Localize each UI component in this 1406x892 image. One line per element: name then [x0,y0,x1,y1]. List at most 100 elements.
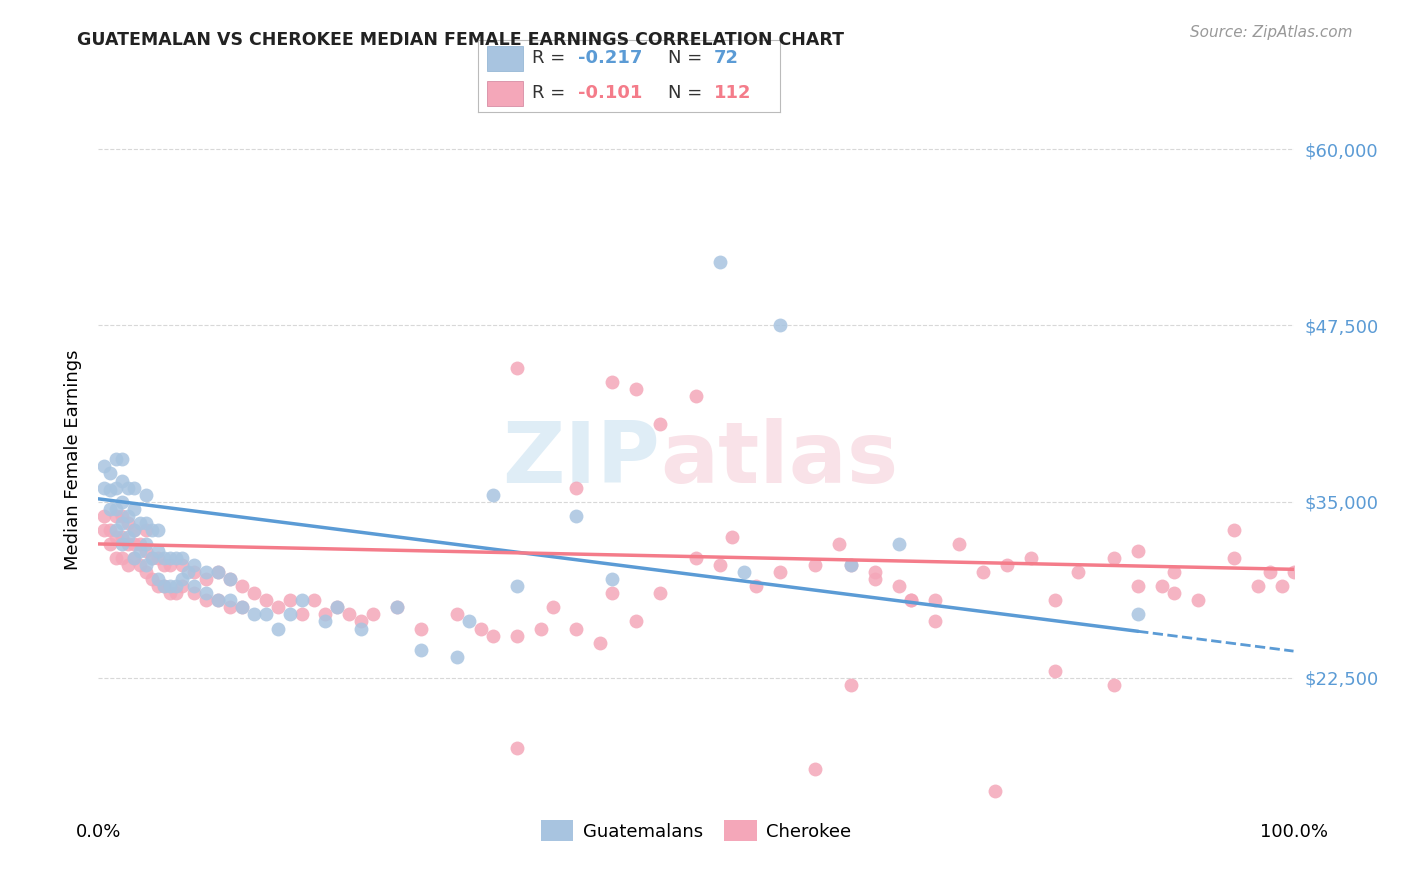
Point [111,508,134,523]
Point [278,607,301,622]
Point [135,558,157,573]
Point [1043,664,1066,678]
Point [385,600,409,615]
Point [111,537,134,551]
Point [315,615,337,629]
Point [565,508,588,523]
Point [231,579,253,593]
Point [481,487,505,501]
Point [219,593,242,607]
Point [165,586,187,600]
Point [141,551,163,566]
Point [602,586,624,600]
Point [135,487,157,501]
Point [565,622,588,636]
Point [129,558,152,573]
Point [105,523,128,537]
Point [841,558,863,573]
Point [124,551,146,566]
Point [828,537,851,551]
Point [148,579,170,593]
Point [1282,565,1305,579]
Point [98,523,122,537]
Point [183,586,205,600]
Point [648,417,672,431]
Text: 72: 72 [714,49,738,67]
Point [339,607,361,622]
Point [111,494,134,508]
Point [889,579,911,593]
Point [124,537,146,551]
Point [924,615,946,629]
Point [446,649,468,664]
Point [124,523,146,537]
Point [1223,551,1246,566]
Point [900,593,922,607]
Point [207,593,229,607]
Point [948,537,970,551]
Point [1043,593,1066,607]
Point [411,622,433,636]
Point [1271,579,1294,593]
Point [117,481,139,495]
Point [105,530,128,544]
Point [481,628,505,642]
Text: R =: R = [533,49,571,67]
Point [733,565,755,579]
Point [124,501,146,516]
Point [165,579,187,593]
Point [124,523,146,537]
Point [446,607,468,622]
Point [183,579,205,593]
Point [124,551,146,566]
Point [124,481,146,495]
Point [219,572,242,586]
Point [195,593,218,607]
Point [865,565,887,579]
Point [541,600,564,615]
Point [111,516,134,530]
Point [291,607,314,622]
Point [105,501,128,516]
Point [129,516,152,530]
Point [129,537,152,551]
Point [129,544,152,558]
Point [177,565,200,579]
Point [565,481,588,495]
Point [326,600,349,615]
Point [278,593,301,607]
Point [153,551,176,566]
Point [195,586,218,600]
Point [411,642,433,657]
Point [841,678,863,692]
Point [159,551,181,566]
Point [117,508,139,523]
Point [1187,593,1209,607]
Point [254,607,277,622]
Text: N =: N = [668,85,709,103]
Point [148,523,170,537]
Point [841,558,863,573]
Point [865,572,887,586]
Point [207,593,229,607]
Point [589,635,612,649]
Point [530,622,553,636]
Point [105,481,128,495]
Point [350,615,373,629]
Point [98,501,122,516]
Point [153,558,176,573]
Point [267,622,290,636]
Point [172,551,194,566]
Point [326,600,349,615]
Point [219,600,242,615]
Point [506,741,529,756]
Point [506,360,529,375]
Point [93,508,115,523]
Point [995,558,1018,573]
Point [1128,579,1150,593]
Point [984,783,1007,797]
Point [804,558,827,573]
Point [900,593,922,607]
Point [254,593,277,607]
Point [172,572,194,586]
